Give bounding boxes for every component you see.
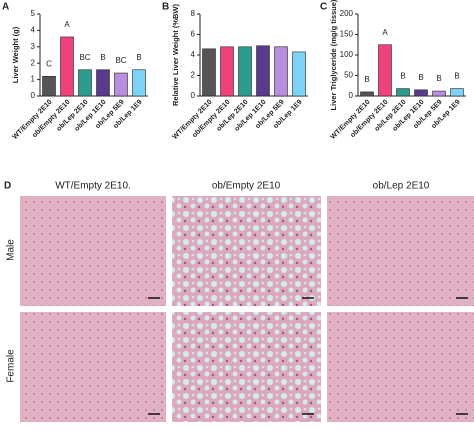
y-tick-label: 4 bbox=[31, 26, 36, 35]
panel-label: D bbox=[4, 181, 11, 192]
panel-label: B bbox=[162, 2, 169, 13]
y-tick-label: 0 bbox=[349, 91, 354, 100]
micrograph bbox=[20, 196, 166, 306]
bar bbox=[256, 45, 270, 97]
y-axis-label: Liver Weight (g) bbox=[11, 26, 20, 83]
micrograph bbox=[327, 312, 474, 422]
y-tick-label: 2 bbox=[191, 71, 196, 80]
y-tick-label: 5 bbox=[31, 9, 36, 18]
micrograph bbox=[172, 196, 321, 306]
bar bbox=[202, 48, 216, 97]
bar bbox=[274, 46, 288, 97]
y-tick-label: 3 bbox=[31, 42, 36, 51]
panel-label: C bbox=[320, 2, 327, 13]
column-label: ob/Empty 2E10 bbox=[212, 181, 281, 192]
bar bbox=[396, 88, 410, 97]
bar bbox=[114, 72, 128, 97]
scale-bars bbox=[148, 297, 468, 415]
y-tick-label: 200 bbox=[340, 9, 354, 18]
bar bbox=[432, 90, 446, 97]
significance-letter: C bbox=[46, 59, 52, 68]
histology-panel: D WT/Empty 2E10. ob/Empty 2E10 ob/Lep 2E… bbox=[4, 181, 474, 422]
bar bbox=[414, 89, 428, 97]
micrograph bbox=[20, 312, 166, 422]
row-label: Male bbox=[6, 239, 17, 261]
significance-letter: BC bbox=[79, 53, 90, 62]
significance-letter: A bbox=[382, 28, 388, 37]
panel-label: A bbox=[2, 2, 9, 13]
significance-letter: A bbox=[64, 20, 70, 29]
y-tick-label: 2 bbox=[31, 58, 36, 67]
significance-letter: B bbox=[364, 75, 369, 84]
row-label: Female bbox=[6, 349, 17, 383]
significance-letter: B bbox=[400, 72, 405, 81]
bar bbox=[78, 69, 92, 97]
bar bbox=[360, 91, 374, 97]
y-tick-label: 100 bbox=[340, 50, 354, 59]
y-tick-label: 0 bbox=[31, 91, 36, 100]
significance-letter: B bbox=[418, 73, 423, 82]
bar bbox=[292, 51, 306, 97]
bar bbox=[220, 46, 234, 97]
y-tick-label: 150 bbox=[340, 30, 354, 39]
bar bbox=[450, 88, 464, 97]
y-axis-label: Liver Triglyceride (mg/g tissue) bbox=[329, 0, 338, 110]
significance-letter: BC bbox=[115, 56, 126, 65]
micrograph bbox=[172, 312, 321, 422]
y-tick-label: 8 bbox=[191, 9, 196, 18]
column-label: ob/Lep 2E10 bbox=[373, 181, 430, 192]
y-axis-label: Relative Liver Weight (%BW) bbox=[171, 4, 180, 106]
y-tick-label: 4 bbox=[191, 50, 196, 59]
significance-letter: B bbox=[100, 53, 105, 62]
bar bbox=[96, 69, 110, 97]
micrograph bbox=[327, 196, 474, 306]
y-tick-label: 6 bbox=[191, 30, 196, 39]
bar bbox=[60, 36, 74, 97]
bar bbox=[42, 76, 56, 97]
significance-letter: B bbox=[454, 72, 459, 81]
bar bbox=[378, 44, 392, 97]
significance-letter: B bbox=[136, 53, 141, 62]
bar bbox=[132, 69, 146, 97]
column-label: WT/Empty 2E10. bbox=[55, 181, 131, 192]
y-tick-label: 1 bbox=[31, 75, 36, 84]
significance-letter: B bbox=[436, 74, 441, 83]
bar bbox=[238, 46, 252, 97]
y-tick-label: 50 bbox=[344, 71, 353, 80]
y-tick-label: 0 bbox=[191, 91, 196, 100]
